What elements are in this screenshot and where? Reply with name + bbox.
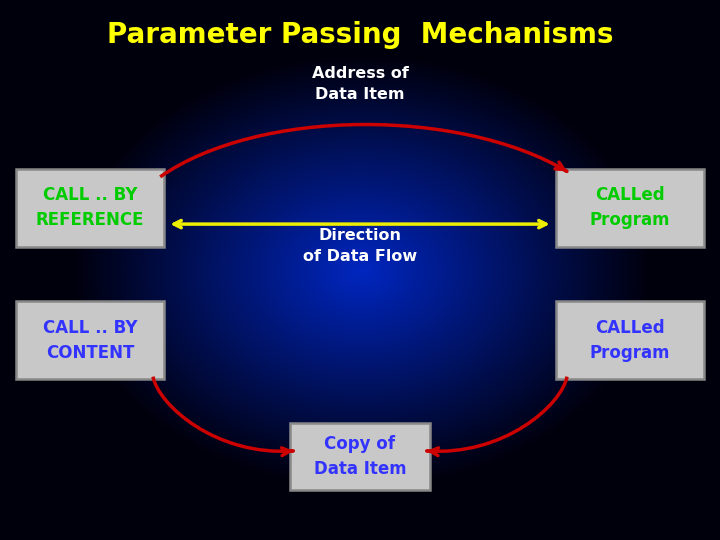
Text: CALLed
Program: CALLed Program [590,186,670,230]
FancyBboxPatch shape [16,168,164,247]
Text: Parameter Passing  Mechanisms: Parameter Passing Mechanisms [107,21,613,49]
Text: CALLed
Program: CALLed Program [590,319,670,362]
FancyBboxPatch shape [556,168,704,247]
Text: CALL .. BY
CONTENT: CALL .. BY CONTENT [42,319,138,362]
Text: Address of
Data Item: Address of Data Item [312,66,408,102]
FancyBboxPatch shape [289,422,430,490]
Text: Direction
of Data Flow: Direction of Data Flow [303,228,417,264]
Text: Copy of
Data Item: Copy of Data Item [314,435,406,478]
Text: CALL .. BY
REFERENCE: CALL .. BY REFERENCE [36,186,144,230]
FancyBboxPatch shape [556,301,704,379]
FancyBboxPatch shape [16,301,164,379]
